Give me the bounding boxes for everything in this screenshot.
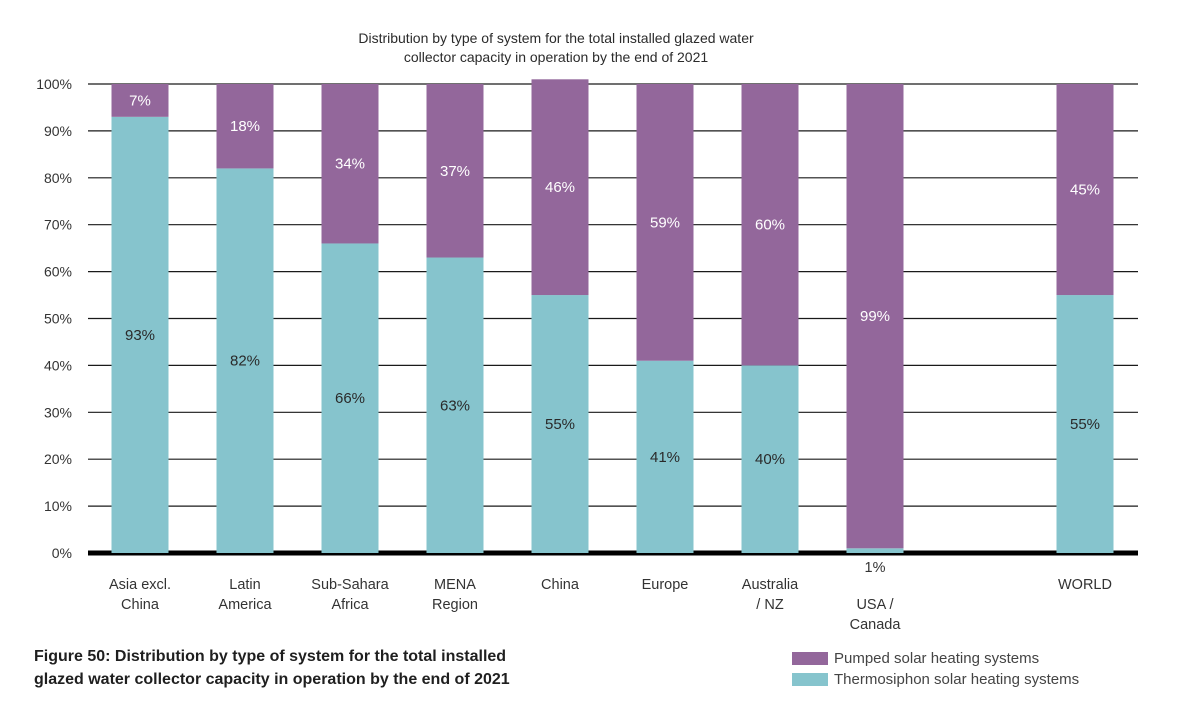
legend-item-pumped: Pumped solar heating systems xyxy=(792,648,1079,669)
bar-pumped xyxy=(846,84,904,549)
data-label-thermosiphon: 41% xyxy=(650,449,680,466)
y-tick-label: 20% xyxy=(44,451,72,467)
chart-title-line: Distribution by type of system for the t… xyxy=(358,30,754,46)
chart-title-line: collector capacity in operation by the e… xyxy=(404,49,709,65)
bar-pumped xyxy=(111,84,169,117)
bar-pumped xyxy=(1056,84,1114,296)
stacked-bar-chart: Distribution by type of system for the t… xyxy=(36,30,1138,633)
legend: Pumped solar heating systems Thermosipho… xyxy=(792,648,1079,690)
legend-swatch-pumped xyxy=(792,652,828,665)
data-label-thermosiphon: 55% xyxy=(1070,416,1100,433)
bar-pumped xyxy=(741,84,799,366)
data-label-pumped: 37% xyxy=(440,163,470,180)
x-tick-label: WORLD xyxy=(1058,577,1112,593)
bars xyxy=(111,79,1114,554)
data-label-thermosiphon: 1% xyxy=(865,560,886,576)
y-tick-label: 0% xyxy=(52,545,72,561)
bar-thermosiphon xyxy=(426,257,484,553)
bar-thermosiphon xyxy=(846,548,904,553)
legend-item-thermosiphon: Thermosiphon solar heating systems xyxy=(792,669,1079,690)
bar-thermosiphon xyxy=(216,168,274,554)
y-tick-label: 90% xyxy=(44,123,72,139)
data-label-pumped: 59% xyxy=(650,214,680,231)
legend-label-thermosiphon: Thermosiphon solar heating systems xyxy=(834,671,1080,688)
figure-caption: Figure 50: Distribution by type of syste… xyxy=(34,648,510,688)
bar-thermosiphon xyxy=(111,116,169,553)
bar-pumped xyxy=(531,79,589,296)
y-tick-label: 60% xyxy=(44,264,72,280)
legend-swatch-thermosiphon xyxy=(792,673,828,686)
bar-pumped xyxy=(321,84,379,244)
x-tick-label: China xyxy=(541,577,580,593)
bar-thermosiphon xyxy=(741,365,799,553)
y-tick-label: 80% xyxy=(44,170,72,186)
data-label-pumped: 34% xyxy=(335,156,365,173)
x-tick-label: Sub-Sahara Africa xyxy=(311,577,389,613)
y-tick-label: 70% xyxy=(44,217,72,233)
chart-title: Distribution by type of system for the t… xyxy=(358,30,754,65)
data-label-thermosiphon: 40% xyxy=(755,451,785,468)
x-tick-label: Europe xyxy=(642,577,689,593)
data-label-pumped: 99% xyxy=(860,308,890,325)
bar-pumped xyxy=(636,84,694,361)
data-label-pumped: 45% xyxy=(1070,182,1100,199)
data-label-pumped: 60% xyxy=(755,217,785,234)
y-axis-ticks: 0% 10% 20% 30% 40% 50% 60% 70% 80% 90% 100% xyxy=(36,76,72,561)
x-tick-label: Australia / NZ xyxy=(742,577,799,613)
bar-thermosiphon xyxy=(636,360,694,553)
bar-thermosiphon xyxy=(1056,295,1114,553)
x-axis-labels: Asia excl. China Latin America Sub-Sahara Afr… xyxy=(109,577,1112,633)
data-labels: 93% 7% 82% 18% 66% 34% 63% 37% 55% 46% 41% 59% 40% 60… xyxy=(125,92,1100,576)
data-label-pumped: 7% xyxy=(129,92,151,109)
y-tick-label: 10% xyxy=(44,498,72,514)
bar-pumped xyxy=(216,84,274,169)
bar-thermosiphon xyxy=(321,243,379,553)
data-label-thermosiphon: 66% xyxy=(335,390,365,407)
data-label-pumped: 18% xyxy=(230,118,260,135)
data-label-thermosiphon: 82% xyxy=(230,353,260,370)
data-label-thermosiphon: 63% xyxy=(440,397,470,414)
y-tick-label: 100% xyxy=(36,76,72,92)
bar-pumped xyxy=(426,84,484,258)
data-label-pumped: 46% xyxy=(545,179,575,196)
y-tick-label: 30% xyxy=(44,404,72,420)
x-tick-label: Asia excl. China xyxy=(109,577,171,613)
bar-thermosiphon xyxy=(531,295,589,553)
legend-label-pumped: Pumped solar heating systems xyxy=(834,650,1040,667)
data-label-thermosiphon: 55% xyxy=(545,416,575,433)
x-tick-label: MENA Region xyxy=(432,577,478,613)
x-tick-label: USA / Canada xyxy=(850,597,902,633)
x-tick-label: Latin America xyxy=(218,577,272,613)
data-label-thermosiphon: 93% xyxy=(125,327,155,344)
y-tick-label: 40% xyxy=(44,357,72,373)
y-tick-label: 50% xyxy=(44,311,72,327)
